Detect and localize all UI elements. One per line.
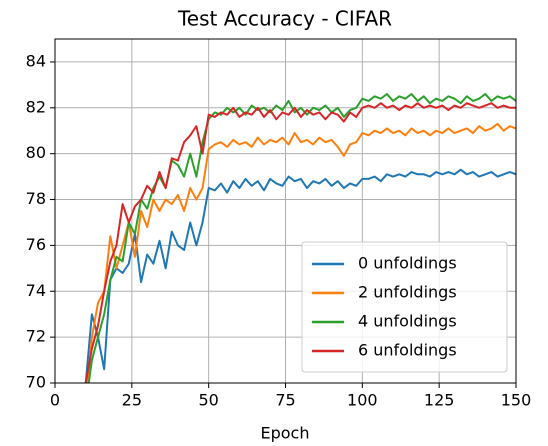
x-tick-label: 75 bbox=[275, 391, 295, 410]
series-line bbox=[84, 168, 516, 383]
x-tick-label: 100 bbox=[347, 391, 378, 410]
y-tick-label: 78 bbox=[26, 189, 46, 208]
y-tick-label: 76 bbox=[26, 235, 46, 254]
x-tick-label: 0 bbox=[50, 391, 60, 410]
x-tick-label: 125 bbox=[424, 391, 455, 410]
legend-box bbox=[301, 241, 508, 373]
chart-title: Test Accuracy - CIFAR bbox=[177, 7, 392, 31]
plot-lines bbox=[84, 93, 516, 383]
x-axis-label: Epoch bbox=[261, 424, 310, 443]
legend: 0 unfoldings 2 unfoldings 4 unfoldings 6 un… bbox=[301, 241, 508, 373]
y-tick-label: 70 bbox=[26, 373, 46, 392]
y-tick-label: 80 bbox=[26, 143, 46, 162]
x-tick-label: 150 bbox=[501, 391, 532, 410]
legend-label: 4 unfoldings bbox=[358, 312, 457, 331]
ticks: 70 72 74 76 78 80 82 84 0 25 50 75 100 125 150 bbox=[26, 51, 532, 409]
series-line bbox=[86, 122, 516, 383]
y-tick-label: 72 bbox=[26, 327, 46, 346]
series-line bbox=[84, 102, 516, 383]
x-tick-label: 25 bbox=[122, 391, 142, 410]
legend-label: 0 unfoldings bbox=[358, 254, 457, 273]
legend-label: 6 unfoldings bbox=[358, 341, 457, 360]
y-tick-label: 84 bbox=[26, 51, 46, 70]
y-tick-label: 74 bbox=[26, 281, 46, 300]
x-tick-label: 50 bbox=[198, 391, 218, 410]
y-tick-label: 82 bbox=[26, 97, 46, 116]
legend-label: 2 unfoldings bbox=[358, 283, 457, 302]
